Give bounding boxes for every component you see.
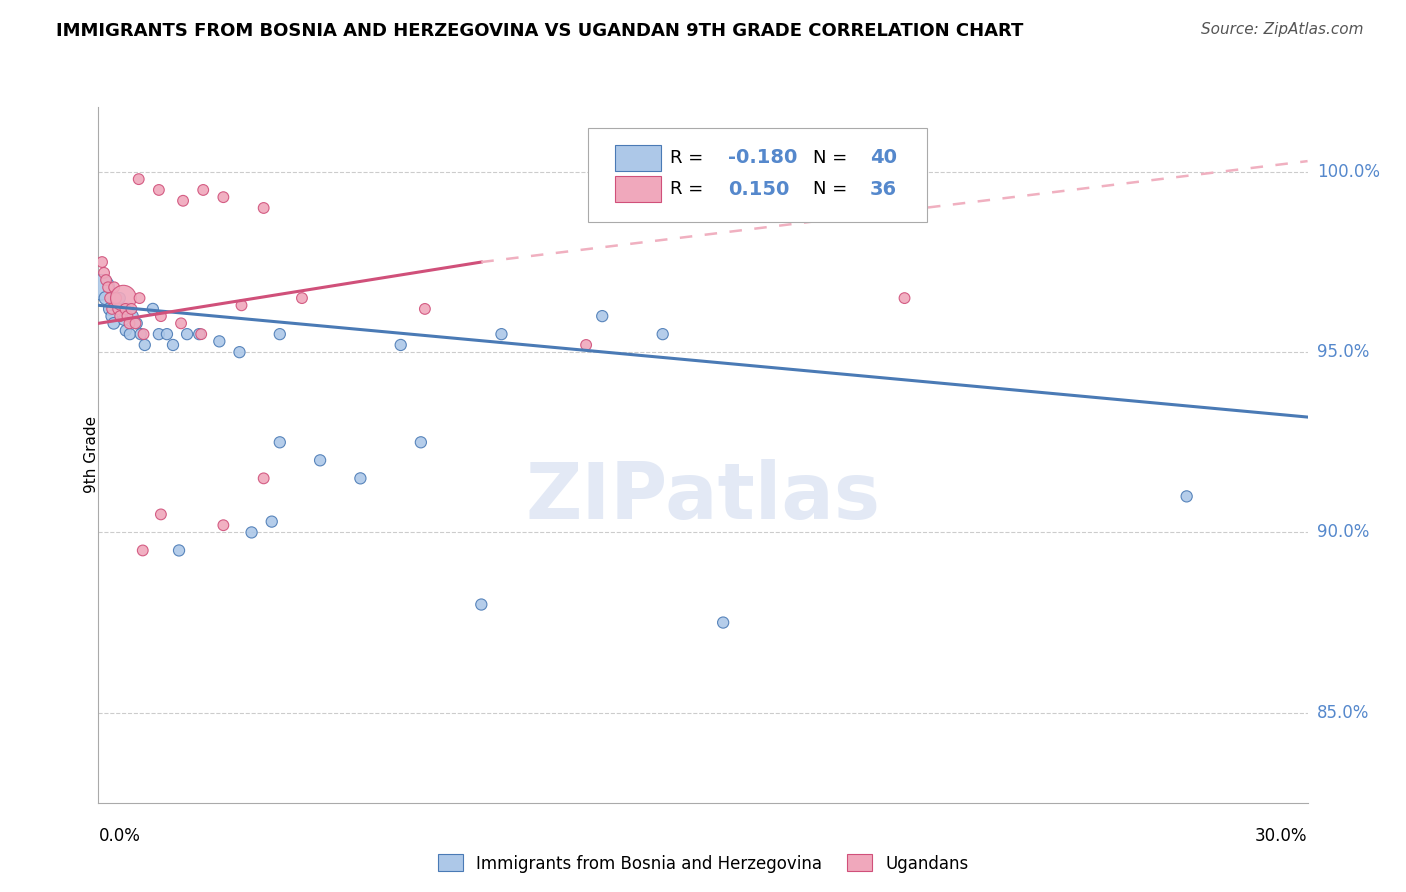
Point: [491, 327, 513, 342]
Legend: Immigrants from Bosnia and Herzegovina, Ugandans: Immigrants from Bosnia and Herzegovina, …: [430, 847, 976, 880]
Point: [162, 338, 184, 352]
Point: [128, 172, 150, 186]
Text: 30.0%: 30.0%: [1256, 827, 1308, 845]
Point: [253, 471, 276, 485]
Point: [98, 291, 121, 305]
Point: [107, 301, 129, 316]
Text: R =: R =: [671, 180, 710, 198]
Text: 0.0%: 0.0%: [98, 827, 141, 845]
Text: -0.180: -0.180: [728, 148, 797, 168]
Text: 36: 36: [870, 179, 897, 199]
Point: [118, 316, 141, 330]
Point: [94, 273, 117, 287]
Point: [117, 309, 139, 323]
Point: [112, 312, 135, 326]
Text: Source: ZipAtlas.com: Source: ZipAtlas.com: [1201, 22, 1364, 37]
Text: 0.150: 0.150: [728, 179, 790, 199]
Point: [100, 309, 122, 323]
Point: [188, 327, 211, 342]
Point: [129, 327, 152, 342]
FancyBboxPatch shape: [614, 145, 661, 171]
Point: [114, 324, 136, 338]
Point: [91, 255, 114, 269]
Point: [190, 327, 212, 342]
Point: [118, 327, 141, 342]
Point: [132, 327, 155, 342]
Point: [104, 298, 127, 312]
Point: [111, 305, 134, 319]
FancyBboxPatch shape: [614, 176, 661, 202]
Point: [591, 309, 613, 323]
Point: [893, 291, 915, 305]
Point: [170, 316, 193, 330]
Point: [128, 291, 150, 305]
Point: [108, 291, 131, 305]
Point: [193, 183, 215, 197]
Point: [103, 316, 125, 330]
Point: [112, 291, 135, 305]
Point: [172, 194, 194, 208]
Text: 40: 40: [870, 148, 897, 168]
Point: [105, 291, 128, 305]
Text: R =: R =: [671, 149, 710, 167]
FancyBboxPatch shape: [588, 128, 927, 222]
Text: IMMIGRANTS FROM BOSNIA AND HERZEGOVINA VS UGANDAN 9TH GRADE CORRELATION CHART: IMMIGRANTS FROM BOSNIA AND HERZEGOVINA V…: [56, 22, 1024, 40]
Point: [132, 543, 155, 558]
Point: [269, 327, 291, 342]
Point: [121, 309, 143, 323]
Text: 100.0%: 100.0%: [1317, 163, 1381, 181]
Point: [470, 598, 492, 612]
Point: [575, 338, 598, 352]
Point: [651, 327, 673, 342]
Y-axis label: 9th Grade: 9th Grade: [84, 417, 98, 493]
Text: N =: N =: [813, 180, 853, 198]
Point: [269, 435, 291, 450]
Point: [228, 345, 250, 359]
Point: [156, 327, 179, 342]
Point: [134, 338, 156, 352]
Point: [260, 515, 283, 529]
Point: [167, 543, 190, 558]
Point: [291, 291, 314, 305]
Point: [149, 508, 172, 522]
Point: [240, 525, 263, 540]
Point: [90, 280, 112, 294]
Point: [176, 327, 198, 342]
Text: 95.0%: 95.0%: [1317, 343, 1369, 361]
Point: [212, 518, 235, 533]
Point: [231, 298, 253, 312]
Point: [389, 338, 412, 352]
Point: [413, 301, 436, 316]
Text: 90.0%: 90.0%: [1317, 524, 1369, 541]
Point: [208, 334, 231, 349]
Point: [124, 316, 146, 330]
Text: 85.0%: 85.0%: [1317, 704, 1369, 722]
Point: [142, 301, 165, 316]
Point: [148, 183, 170, 197]
Point: [1175, 489, 1198, 503]
Point: [409, 435, 432, 450]
Point: [101, 301, 124, 316]
Point: [349, 471, 371, 485]
Point: [121, 301, 143, 316]
Point: [93, 266, 115, 280]
Point: [108, 309, 131, 323]
Point: [148, 327, 170, 342]
Point: [94, 291, 117, 305]
Point: [253, 201, 276, 215]
Point: [711, 615, 734, 630]
Point: [309, 453, 332, 467]
Point: [117, 301, 139, 316]
Point: [103, 280, 125, 294]
Point: [212, 190, 235, 204]
Text: N =: N =: [813, 149, 853, 167]
Point: [114, 301, 136, 316]
Point: [97, 280, 120, 294]
Point: [98, 301, 121, 316]
Point: [813, 183, 835, 197]
Point: [149, 309, 172, 323]
Text: ZIPatlas: ZIPatlas: [526, 458, 880, 534]
Point: [125, 316, 148, 330]
